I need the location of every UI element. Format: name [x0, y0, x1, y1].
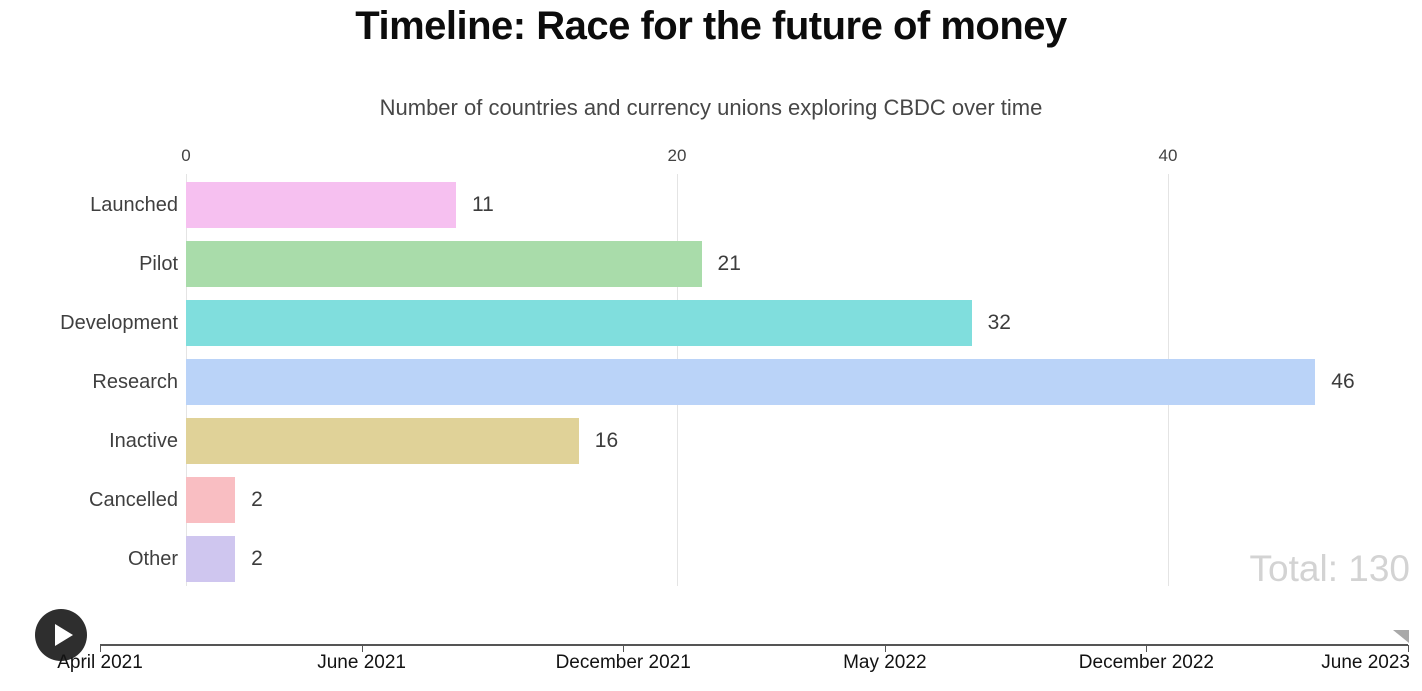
bar-value-label: 32: [987, 311, 1011, 334]
bar-cancelled[interactable]: [186, 477, 236, 523]
bar-value-label: 11: [472, 193, 494, 216]
chart-title: Timeline: Race for the future of money: [355, 4, 1067, 48]
chart-subtitle: Number of countries and currency unions …: [379, 95, 1043, 120]
timeline-date-label: June 2023: [1321, 652, 1410, 673]
timeline-date-label: December 2021: [555, 652, 691, 673]
bar-other[interactable]: [186, 536, 236, 582]
timeline-date-label: June 2021: [317, 652, 406, 673]
slider-handle-icon[interactable]: [1393, 630, 1409, 643]
value-axis-tick-label: 0: [181, 146, 191, 165]
category-label: Research: [92, 370, 178, 393]
value-axis-tick-label: 40: [1158, 146, 1178, 165]
timeline-tick: [1146, 645, 1148, 652]
timeline-tick: [100, 645, 101, 652]
timeline-tick: [361, 645, 363, 652]
play-button[interactable]: [35, 609, 87, 661]
timeline-tick: [1408, 645, 1409, 652]
timeline-tick: [884, 645, 886, 652]
bar-pilot[interactable]: [186, 241, 702, 287]
timeline-tick: [623, 645, 625, 652]
bar-value-label: 21: [717, 252, 741, 275]
total-counter: Total: 130: [1249, 548, 1410, 589]
category-label: Inactive: [109, 429, 178, 452]
play-icon: [55, 624, 73, 646]
bar-launched[interactable]: [186, 182, 457, 228]
category-label: Pilot: [139, 252, 178, 275]
timeline-date-label: May 2022: [843, 652, 927, 673]
bar-development[interactable]: [186, 300, 972, 346]
bar-value-label: 2: [251, 488, 263, 511]
bar-chart-plot: 0 20 40 Launched 11 Pilot 21 Development 32 Resea…: [60, 146, 1355, 586]
timeline-track[interactable]: [100, 644, 1408, 646]
bar-value-label: 16: [594, 429, 619, 452]
timeline-slider: April 2021 June 2021 December 2021 May 2022…: [0, 600, 1422, 691]
bar-inactive[interactable]: [186, 418, 579, 464]
bar-value-label: 46: [1331, 370, 1355, 393]
bar-research[interactable]: [186, 359, 1316, 405]
bar-value-label: 2: [251, 547, 263, 570]
category-label: Development: [60, 311, 178, 334]
value-axis-tick-label: 20: [667, 146, 687, 165]
timeline-date-label: April 2021: [57, 652, 143, 673]
timeline-date-label: December 2022: [1078, 652, 1214, 673]
category-label: Launched: [90, 193, 178, 216]
category-label: Other: [127, 547, 178, 570]
category-label: Cancelled: [89, 488, 178, 511]
